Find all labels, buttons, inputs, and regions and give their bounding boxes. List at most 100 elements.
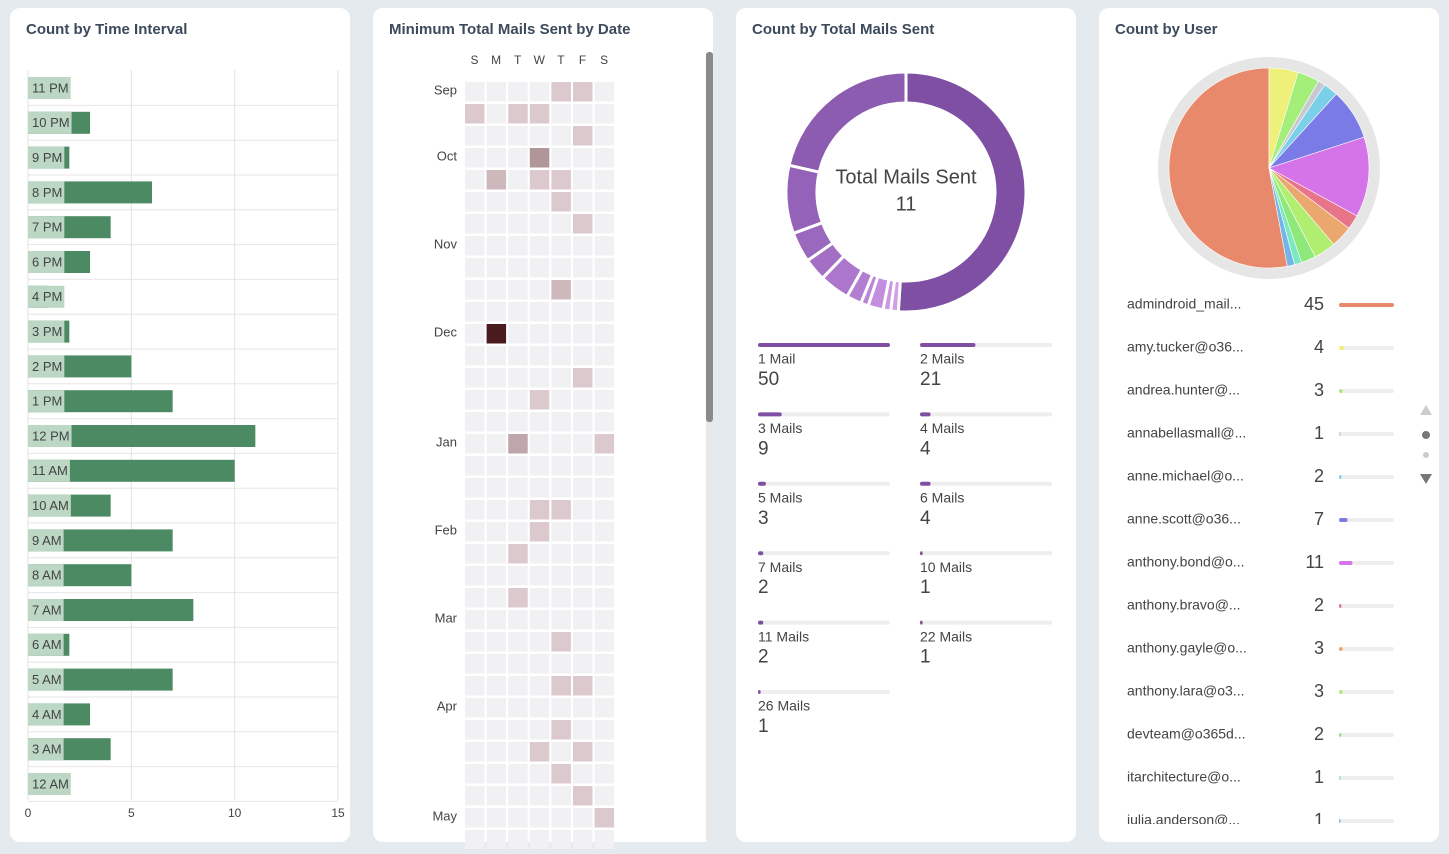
page-down[interactable] [1420, 474, 1432, 484]
legend-bar [920, 343, 976, 347]
user-count: 45 [1304, 294, 1324, 314]
category-label: 7 PM [32, 220, 62, 235]
weekday-label: T [557, 53, 565, 67]
category-label: 5 AM [32, 672, 62, 687]
empty-cell [594, 830, 615, 850]
empty-cell [551, 104, 571, 124]
category-label: 4 PM [32, 289, 62, 304]
empty-cell [529, 126, 550, 146]
user-name: itarchitecture@o... [1127, 769, 1241, 785]
empty-cell [465, 280, 485, 300]
category-label: 12 PM [32, 428, 70, 443]
empty-cell [594, 764, 615, 784]
donut-segment [896, 70, 1028, 314]
legend-value: 9 [758, 438, 769, 459]
empty-cell [465, 82, 485, 102]
empty-cell [486, 676, 507, 696]
legend-bar [758, 343, 890, 347]
category-label: 9 AM [32, 533, 62, 548]
empty-cell [573, 390, 593, 410]
heat-cell [551, 192, 571, 212]
empty-cell [529, 566, 550, 586]
category-label: 1 PM [32, 394, 62, 409]
empty-cell [486, 434, 507, 454]
empty-cell [508, 478, 528, 498]
bar-label-bg [28, 320, 65, 343]
empty-cell [594, 588, 615, 608]
empty-cell [573, 148, 593, 168]
legend-bar [758, 551, 764, 556]
pie-slice [1268, 136, 1370, 217]
bar-label-bg [28, 181, 65, 204]
heat-cell [486, 324, 507, 344]
x-tick-label: 5 [128, 806, 135, 820]
empty-cell [529, 478, 550, 498]
empty-cell [551, 236, 571, 256]
legend-track [758, 481, 890, 486]
empty-cell [573, 588, 593, 608]
empty-cell [486, 830, 507, 850]
user-count: 3 [1314, 681, 1324, 701]
empty-cell [465, 808, 485, 828]
legend-label: 10 Mails [920, 559, 972, 575]
empty-cell [594, 148, 615, 168]
empty-cell [594, 522, 615, 542]
empty-cell [508, 258, 528, 278]
donut-segment [784, 163, 825, 236]
pie-slice [1268, 167, 1295, 267]
empty-cell [529, 808, 550, 828]
legend-label: 2 Mails [920, 351, 964, 367]
category-label: 3 PM [32, 324, 62, 339]
category-label: 11 PM [32, 80, 69, 95]
user-name: anne.michael@o... [1127, 468, 1244, 484]
empty-cell [508, 126, 528, 146]
scrollbar-thumb[interactable] [706, 52, 713, 422]
user-count: 7 [1314, 509, 1324, 529]
user-bar [1339, 604, 1342, 608]
empty-cell [573, 764, 593, 784]
empty-cell [486, 632, 507, 652]
empty-cell [594, 390, 615, 410]
category-label: 6 PM [32, 254, 62, 269]
empty-cell [594, 214, 615, 234]
bar-label-bg [28, 146, 65, 169]
empty-cell [465, 764, 485, 784]
month-label: Apr [437, 698, 458, 713]
heat-cell [551, 500, 571, 520]
empty-cell [529, 236, 550, 256]
legend-value: 1 [920, 647, 931, 668]
legend-value: 2 [758, 647, 769, 668]
empty-cell [465, 214, 485, 234]
user-count: 1 [1314, 767, 1324, 787]
month-label: Nov [434, 236, 458, 251]
empty-cell [486, 104, 507, 124]
empty-cell [486, 786, 507, 806]
empty-cell [551, 126, 571, 146]
page-dot[interactable] [1423, 452, 1429, 458]
empty-cell [551, 302, 571, 322]
empty-cell [529, 214, 550, 234]
legend-value: 4 [920, 438, 931, 459]
legend-track [920, 481, 1052, 486]
empty-cell [486, 412, 507, 432]
empty-cell [465, 236, 485, 256]
empty-cell [551, 522, 571, 542]
empty-cell [594, 742, 615, 762]
chart-title: Count by Total Mails Sent [752, 21, 934, 38]
empty-cell [551, 566, 571, 586]
empty-cell [551, 148, 571, 168]
bar-label-bg [28, 285, 65, 308]
empty-cell [465, 126, 485, 146]
donut-segment [787, 70, 908, 174]
empty-cell [486, 522, 507, 542]
x-tick-label: 0 [25, 806, 32, 820]
category-label: 2 PM [32, 359, 62, 374]
page-dot[interactable] [1422, 431, 1430, 439]
empty-cell [465, 456, 485, 476]
legend-bar [758, 620, 764, 625]
empty-cell [465, 500, 485, 520]
page-up[interactable] [1420, 405, 1432, 415]
user-name: anthony.lara@o3... [1127, 683, 1244, 699]
category-label: 12 AM [32, 776, 69, 791]
user-bar [1339, 690, 1343, 694]
